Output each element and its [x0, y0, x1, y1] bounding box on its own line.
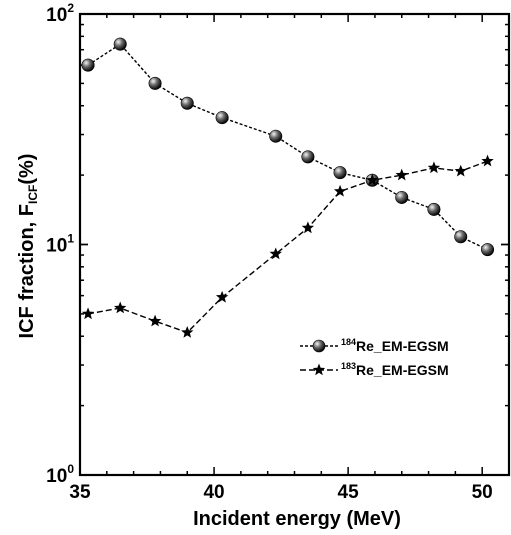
y-tick-label: 101 [46, 232, 74, 257]
series-markers [81, 37, 495, 338]
data-point-184 [454, 230, 468, 244]
legend: 184Re_EM-EGSM 183Re_EM-EGSM [300, 337, 449, 378]
y-tick-label: 102 [46, 1, 74, 26]
x-axis-title: Incident energy (MeV) [193, 508, 401, 530]
series-lines [87, 43, 488, 334]
y-axis-title-main: ICF fraction, F [16, 204, 38, 338]
data-point-184 [301, 150, 315, 164]
data-point-183 [215, 290, 229, 303]
data-point-184 [113, 37, 127, 51]
data-point-184 [269, 129, 283, 143]
data-point-183 [301, 221, 315, 234]
x-tick-label: 50 [472, 482, 493, 503]
tick-labels: 35 40 45 50 100 101 102 [46, 1, 493, 503]
data-point-184 [81, 58, 95, 72]
data-point-184 [215, 111, 229, 125]
legend-label-184: 184Re_EM-EGSM [341, 337, 449, 354]
legend-marker-184 [312, 339, 326, 353]
data-point-184 [148, 76, 162, 90]
plot-frame [78, 12, 511, 477]
data-point-183 [269, 247, 282, 260]
data-point-183 [181, 326, 194, 338]
data-point-183 [366, 173, 379, 186]
x-tick-label: 40 [203, 482, 224, 503]
y-axis-title-tail: (%) [16, 154, 38, 185]
series-line-183 [87, 160, 488, 334]
data-point-183 [81, 307, 95, 320]
y-axis-title: ICF fraction, FICF(%) [16, 154, 40, 339]
y-axis-title-sub: ICF [26, 185, 40, 204]
data-point-183 [395, 168, 408, 181]
data-point-184 [395, 190, 409, 204]
x-tick-label: 35 [69, 482, 91, 503]
data-point-183 [114, 301, 127, 314]
legend-label-183: 183Re_EM-EGSM [341, 361, 449, 378]
data-point-184 [427, 202, 441, 216]
data-point-183 [148, 314, 162, 327]
y-tick-label: 100 [46, 462, 74, 487]
data-point-183 [481, 154, 494, 167]
legend-marker-183 [312, 363, 326, 376]
x-tick-label: 45 [338, 482, 360, 503]
data-point-183 [427, 161, 441, 174]
data-point-184 [180, 96, 194, 110]
series-line-184 [87, 43, 488, 251]
data-point-184 [333, 166, 347, 180]
axes-group [78, 12, 511, 477]
data-point-183 [454, 164, 467, 177]
data-point-183 [333, 184, 347, 197]
data-point-184 [481, 243, 495, 257]
